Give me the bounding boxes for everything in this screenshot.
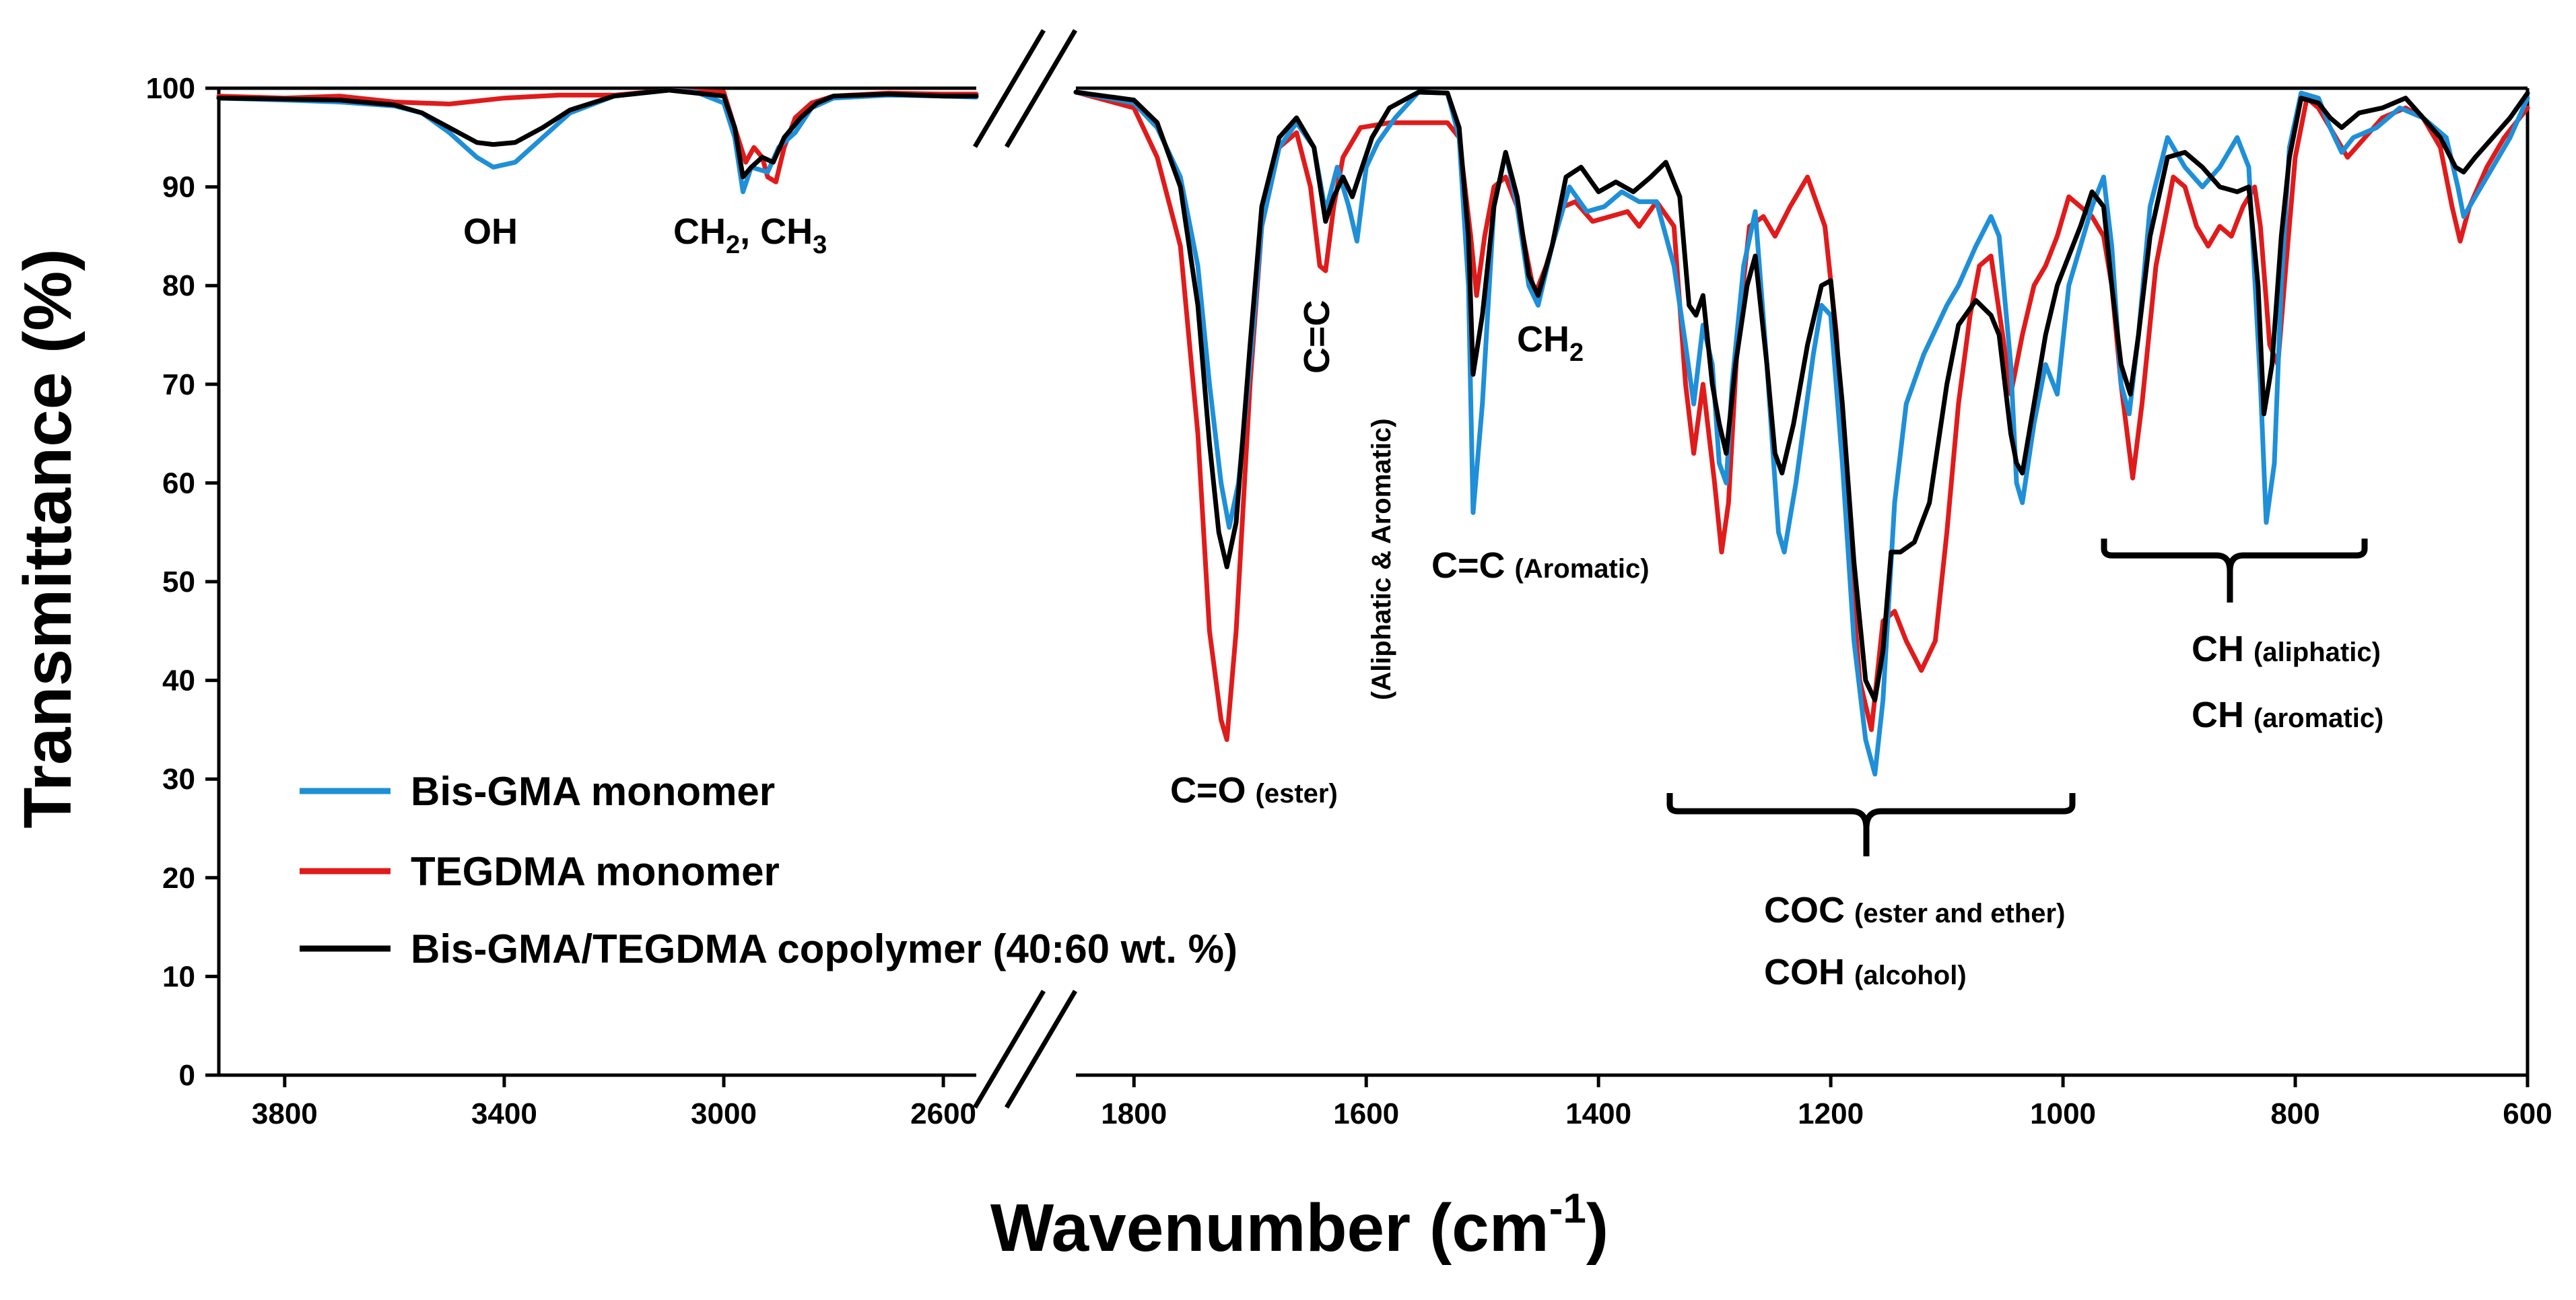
annotation-coc-main: COC [1764,890,1845,930]
brace-ch [2101,539,2368,603]
x-axis-title-superscript: -1 [1549,1186,1586,1232]
y-tick-label: 100 [146,72,195,105]
annotation-coh-paren: (alcohol) [1854,961,1967,990]
annotation-coh-main: COH [1764,952,1845,992]
break-mark-top-1 [972,29,1046,148]
x-tick-label: 600 [2503,1097,2552,1130]
annotation-co-main: C=O [1170,770,1246,811]
y-tick-label: 50 [162,566,195,598]
y-tick-label: 80 [162,269,195,302]
y-tick-label: 30 [162,763,195,796]
annotation-ch-aliphatic: CH (aliphatic) [2192,629,2381,669]
y-tick-label: 60 [162,467,195,500]
y-tick-label: 0 [179,1059,195,1092]
annotation-ch-sep: , CH [740,211,813,252]
break-mark-bottom-2 [1004,990,1078,1109]
y-tick-label: 70 [162,368,195,401]
x-tick-label: 3000 [691,1097,757,1130]
annotation-ch-sub3: 3 [813,231,827,259]
x-tick-label: 2600 [910,1097,976,1130]
y-tick-label: 20 [162,862,195,895]
annotation-ch2-sub: 2 [1569,339,1584,367]
y-axis-title: Transmittance (%) [10,248,86,828]
annotation-co-ester: C=O (ester) [1170,770,1338,811]
y-ticks: 0 10 20 30 40 50 60 70 80 90 100 [146,72,219,1092]
x-axis-title-close: ) [1586,1190,1608,1266]
annotation-coc: COC (ester and ether) [1764,890,2065,930]
y-tick-label: 90 [162,171,195,204]
x-tick-label: 3800 [252,1097,318,1130]
x-axis-title-main: Wavenumber (cm [990,1190,1549,1266]
annotation-cc-aromatic-paren: (Aromatic) [1515,554,1650,584]
x-tick-label: 800 [2270,1097,2319,1130]
brace-coc [1666,793,2076,856]
annotation-ch-aromatic: CH (aromatic) [2192,695,2383,735]
annotation-ch-aliphatic-paren: (aliphatic) [2253,638,2381,667]
annotation-ch-aromatic-main: CH [2192,695,2244,735]
annotation-ch2-main: CH [1517,319,1569,360]
annotation-co-paren: (ester) [1256,779,1338,809]
annotation-ch-sub2: 2 [726,231,740,259]
break-mark-bottom-1 [972,990,1046,1109]
legend-label-bis-gma: Bis-GMA monomer [411,769,775,814]
series-line-bis-gma-panel-2 [1073,90,2530,777]
series-lines [216,88,2530,777]
annotation-ch-aromatic-paren: (aromatic) [2253,704,2383,733]
series-line-copolymer-panel-2 [1073,90,2530,703]
x-tick-label: 3400 [471,1097,537,1130]
y-tick-label: 40 [162,664,195,697]
series-line-bis-gma-panel-1 [216,88,979,195]
axis-break-marks [972,29,1078,1109]
annotation-ch2-ch3: CH2, CH3 [673,211,827,259]
x-tick-label: 1000 [2030,1097,2096,1130]
y-tick-label: 10 [162,960,195,993]
legend: Bis-GMA monomer TEGDMA monomer Bis-GMA/T… [300,769,1238,971]
annotation-cc-aromatic: C=C (Aromatic) [1431,545,1650,586]
x-tick-label: 1800 [1101,1097,1167,1130]
legend-label-tegdma: TEGDMA monomer [411,849,780,894]
annotation-coh: COH (alcohol) [1764,952,1967,992]
x-tick-label: 1200 [1798,1097,1864,1130]
x-tick-label: 1600 [1333,1097,1399,1130]
annotation-oh: OH [463,211,518,252]
x-axis-title: Wavenumber (cm-1) [990,1186,1608,1266]
x-ticks: 3800 3400 3000 2600 1800 1600 1400 1200 1000 800 6… [252,1075,2552,1130]
annotation-cc-aromatic-main: C=C [1431,545,1505,586]
annotation-ch-aliphatic-main: CH [2192,629,2244,669]
annotation-ch2: CH2 [1517,319,1584,367]
annotation-ch-main: CH [673,211,726,252]
legend-label-copolymer: Bis-GMA/TEGDMA copolymer (40:60 wt. %) [411,926,1238,971]
annotation-coc-paren: (ester and ether) [1854,899,2065,928]
annotations: OH CH2, CH3 C=C (Aliphatic & Aromatic) C… [463,211,2383,992]
annotation-aliphatic-aromatic: (Aliphatic & Aromatic) [1367,418,1396,700]
series-line-copolymer-panel-1 [216,88,979,180]
break-mark-top-2 [1004,29,1078,148]
x-tick-label: 1400 [1565,1097,1631,1130]
annotation-cc-top: C=C [1297,300,1337,374]
